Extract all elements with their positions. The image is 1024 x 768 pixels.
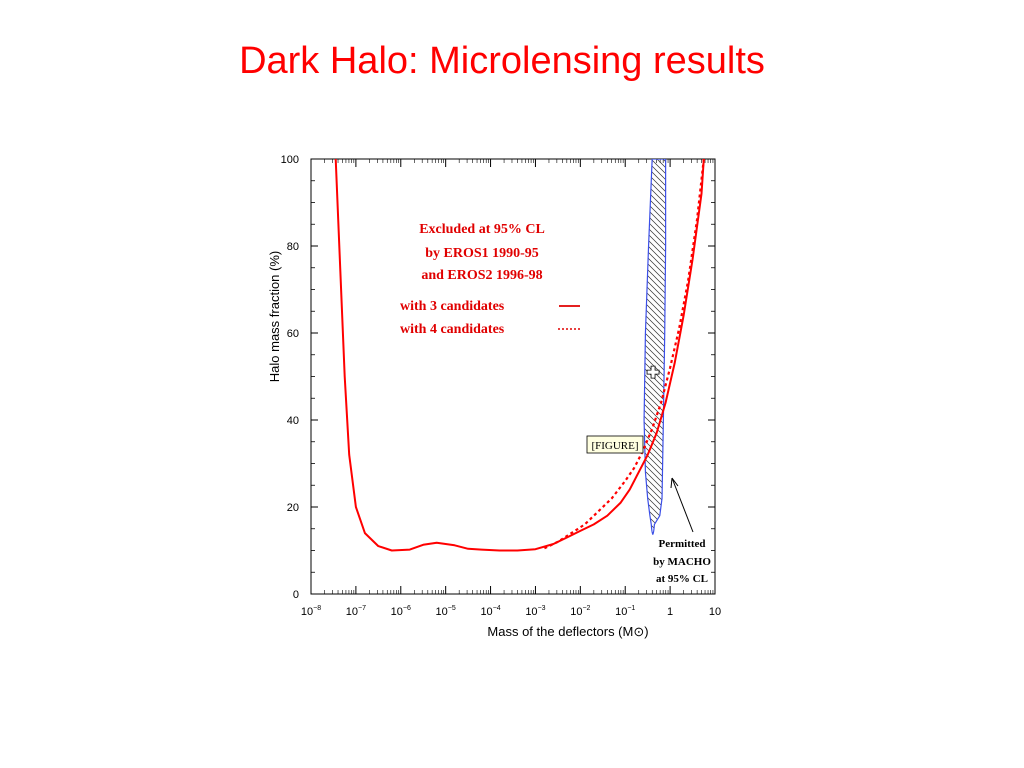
x-axis-label: Mass of the deflectors (M⊙) bbox=[487, 624, 648, 639]
permitted-annotation-line: Permitted bbox=[658, 538, 705, 550]
x-tick-label: 10−6 bbox=[391, 605, 411, 618]
cross-marker bbox=[646, 365, 660, 379]
x-tick-label: 10−1 bbox=[615, 605, 635, 618]
figure-box bbox=[586, 435, 644, 454]
excluded-annotation-line: by EROS1 1990-95 bbox=[425, 246, 539, 261]
permitted-annotation-line: by MACHO bbox=[653, 556, 711, 568]
x-tick-label: 10−4 bbox=[480, 605, 500, 618]
figure-box-label: [FIGURE] bbox=[591, 440, 638, 452]
excluded-annotation-line: Excluded at 95% CL bbox=[419, 222, 545, 237]
y-tick-label: 0 bbox=[293, 589, 299, 601]
y-tick-label: 60 bbox=[287, 328, 299, 340]
excluded-annotation-line: and EROS2 1996-98 bbox=[421, 268, 542, 283]
permitted-annotation-line: at 95% CL bbox=[656, 573, 708, 585]
series-3-candidates-line bbox=[334, 159, 705, 552]
y-tick-label: 100 bbox=[281, 154, 299, 166]
x-tick-label: 10−7 bbox=[346, 605, 366, 618]
x-tick-label: 1 bbox=[667, 606, 673, 618]
x-tick-label: 10−8 bbox=[301, 605, 321, 618]
series-4-candidates-line bbox=[543, 159, 705, 550]
x-tick-label: 10 bbox=[709, 606, 721, 618]
macho-region bbox=[643, 159, 667, 535]
x-tick-label: 10−3 bbox=[525, 605, 545, 618]
permitted-arrow bbox=[671, 477, 694, 533]
x-tick-label: 10−2 bbox=[570, 605, 590, 618]
y-tick-label: 20 bbox=[287, 502, 299, 514]
legend-label: with 4 candidates bbox=[400, 322, 505, 337]
y-axis-label: Halo mass fraction (%) bbox=[267, 251, 282, 382]
y-tick-label: 80 bbox=[287, 241, 299, 253]
slide-title: Dark Halo: Microlensing results bbox=[239, 40, 765, 82]
permitted-arrowhead bbox=[670, 477, 679, 489]
legend-label: with 3 candidates bbox=[400, 299, 505, 314]
x-tick-label: 10−5 bbox=[436, 605, 456, 618]
y-tick-label: 40 bbox=[287, 415, 299, 427]
